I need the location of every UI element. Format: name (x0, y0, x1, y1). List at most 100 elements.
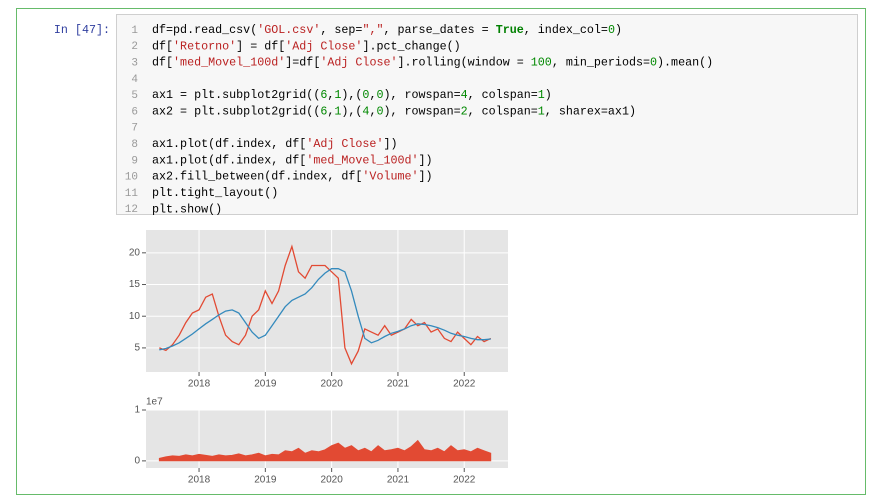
code-token: ]=df[ (285, 56, 320, 70)
code-token: df[ (152, 56, 173, 70)
code-token: 1 (538, 88, 545, 102)
code-token: , index_col= (524, 23, 608, 37)
x-tick-label: 2018 (188, 475, 211, 486)
code-token: 'Adj Close' (285, 39, 362, 53)
code-line: ax1.plot(df.index, df['Adj Close']) (152, 137, 398, 151)
code-token: 0 (376, 88, 383, 102)
y-tick-label: 15 (129, 279, 141, 290)
code-token: 2 (461, 105, 468, 119)
code-token: 4 (362, 105, 369, 119)
code-token: 4 (461, 88, 468, 102)
line-number: 3 (131, 58, 138, 70)
line-number: 2 (131, 41, 138, 53)
code-token: df=pd.read_csv( (152, 23, 257, 37)
code-token: 6 (320, 88, 327, 102)
line-number: 1 (131, 25, 138, 37)
code-token: 'Adj Close' (320, 56, 397, 70)
line-series (159, 268, 491, 351)
y-tick-label: 10 (129, 311, 141, 322)
code-token: 100 (531, 56, 552, 70)
code-token: 1 (334, 88, 341, 102)
code-token: ), rowspan= (383, 88, 460, 102)
x-tick-label: 2018 (188, 379, 211, 390)
x-tick-label: 2019 (254, 379, 277, 390)
y-tick-label: 1 (134, 405, 140, 416)
code-token: ax1 = plt.subplot2grid(( (152, 88, 320, 102)
code-token: 'med_Movel_100d' (173, 56, 285, 70)
code-token: plt.tight_layout() (152, 186, 278, 200)
code-token: 'GOL.csv' (257, 23, 320, 37)
code-token: ]) (419, 153, 433, 167)
line-number: 7 (131, 123, 138, 135)
code-token: plt.show() (152, 202, 222, 216)
code-line: df['med_Movel_100d']=df['Adj Close'].rol… (152, 56, 713, 70)
code-token: 'Retorno' (173, 39, 236, 53)
code-token: ), rowspan= (383, 105, 460, 119)
code-token: ]) (383, 137, 397, 151)
x-tick-label: 2021 (387, 379, 410, 390)
code-box[interactable] (116, 14, 858, 215)
line-number: 11 (125, 188, 139, 200)
code-token: ].pct_change() (362, 39, 460, 53)
line-number: 12 (125, 204, 138, 216)
line-series (159, 244, 492, 366)
code-token: 'Adj Close' (306, 137, 383, 151)
offset-label: 1e7 (146, 397, 163, 408)
code-token: "," (362, 23, 383, 37)
code-token: ]) (419, 170, 433, 184)
code-token: 'med_Movel_100d' (306, 153, 418, 167)
code-token: , (327, 88, 334, 102)
line-number: 6 (131, 106, 138, 118)
line-number: 4 (131, 74, 138, 86)
code-token: , colspan= (468, 105, 538, 119)
code-token: ].rolling(window = (398, 56, 531, 70)
code-line: ax1 = plt.subplot2grid((6,1),(0,0), rows… (152, 88, 552, 102)
x-tick-label: 2020 (321, 475, 344, 486)
code-line: df['Retorno'] = df['Adj Close'].pct_chan… (152, 39, 461, 53)
code-line: ax1.plot(df.index, df['med_Movel_100d']) (152, 153, 433, 167)
code-token: , colspan= (468, 88, 538, 102)
code-token: 6 (320, 105, 327, 119)
code-token: 0 (376, 105, 383, 119)
line-number: 5 (131, 90, 138, 102)
code-token: ),( (341, 105, 362, 119)
code-token: ) (615, 23, 622, 37)
x-tick-label: 2021 (387, 475, 410, 486)
code-token: ax2 = plt.subplot2grid(( (152, 105, 320, 119)
code-token: , sharex=ax1) (545, 105, 636, 119)
code-line: plt.show() (152, 202, 222, 216)
code-token: , sep= (320, 23, 362, 37)
code-line: ax2.fill_between(df.index, df['Volume']) (152, 170, 433, 184)
code-token: 0 (650, 56, 657, 70)
code-token: , min_periods= (552, 56, 650, 70)
code-token: 'Volume' (362, 170, 418, 184)
code-token: , (369, 105, 376, 119)
code-token: ax1.plot(df.index, df[ (152, 137, 306, 151)
x-tick-label: 2020 (321, 379, 344, 390)
code-line: df=pd.read_csv('GOL.csv', sep=",", parse… (152, 23, 622, 37)
code-token: 0 (608, 23, 615, 37)
code-token: , (369, 88, 376, 102)
line-number: 8 (131, 139, 138, 151)
code-token: ),( (341, 88, 362, 102)
x-tick-label: 2022 (453, 379, 476, 390)
code-token: 1 (538, 105, 545, 119)
area-series (158, 439, 492, 462)
code-token: ).mean() (657, 56, 713, 70)
code-token: 1 (334, 105, 341, 119)
x-tick-label: 2022 (453, 475, 476, 486)
plot-area (146, 230, 508, 372)
code-token: df[ (152, 39, 173, 53)
code-token: , (327, 105, 334, 119)
y-tick-label: 20 (129, 247, 141, 258)
line-number: 9 (131, 155, 138, 167)
code-token: ax1.plot(df.index, df[ (152, 153, 306, 167)
code-token: ax2.fill_between(df.index, df[ (152, 170, 362, 184)
code-line: ax2 = plt.subplot2grid((6,1),(4,0), rows… (152, 105, 636, 119)
code-token: ) (545, 88, 552, 102)
y-tick-label: 5 (134, 343, 140, 354)
code-token: , parse_dates = (383, 23, 495, 37)
prompt: In [47]: (54, 23, 110, 37)
line-number: 10 (125, 172, 138, 184)
